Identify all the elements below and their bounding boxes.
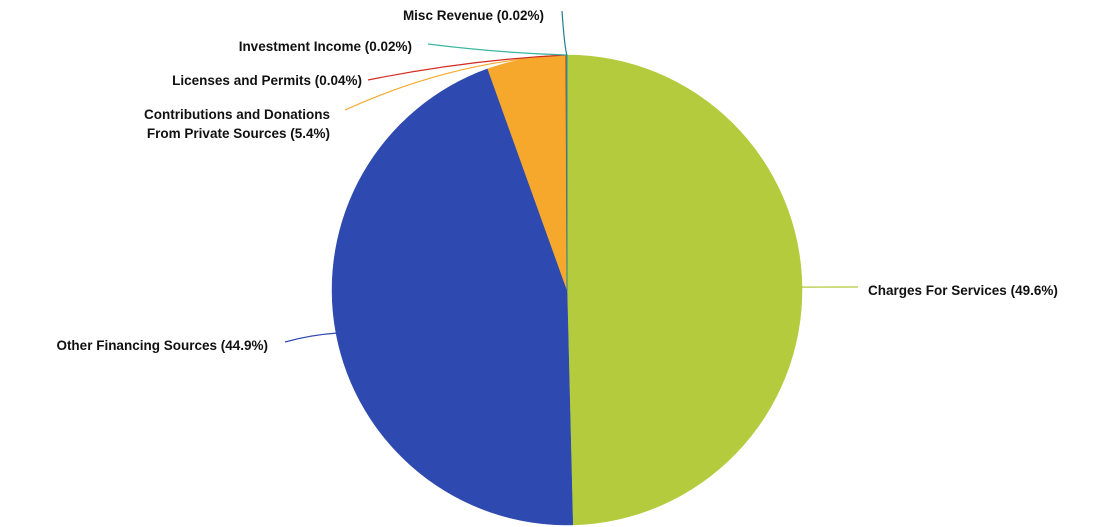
slice-labels: Charges For Services (49.6%) Other Finan… bbox=[56, 8, 1057, 353]
leader-line-investment-income bbox=[427, 43, 567, 56]
label-contributions-line-2: From Private Sources (5.4%) bbox=[147, 126, 330, 141]
pie-slices bbox=[331, 54, 803, 526]
pie-slice-charges-for-services bbox=[566, 54, 803, 526]
label-charges-for-services: Charges For Services (49.6%) bbox=[868, 283, 1058, 298]
label-investment-income: Investment Income (0.02%) bbox=[239, 39, 412, 54]
label-misc-revenue: Misc Revenue (0.02%) bbox=[403, 8, 544, 23]
leader-line-misc-revenue bbox=[561, 10, 568, 56]
label-contributions-line-1: Contributions and Donations bbox=[144, 107, 330, 122]
leader-line-other-financing-sources bbox=[284, 332, 337, 343]
label-other-financing-sources: Other Financing Sources (44.9%) bbox=[56, 338, 268, 353]
leader-line-contributions-and-donations-from-private-sources bbox=[344, 57, 527, 111]
leader-line-licenses-and-permits bbox=[367, 54, 567, 81]
leader-lines bbox=[284, 10, 859, 343]
label-licenses-and-permits: Licenses and Permits (0.04%) bbox=[172, 73, 362, 88]
